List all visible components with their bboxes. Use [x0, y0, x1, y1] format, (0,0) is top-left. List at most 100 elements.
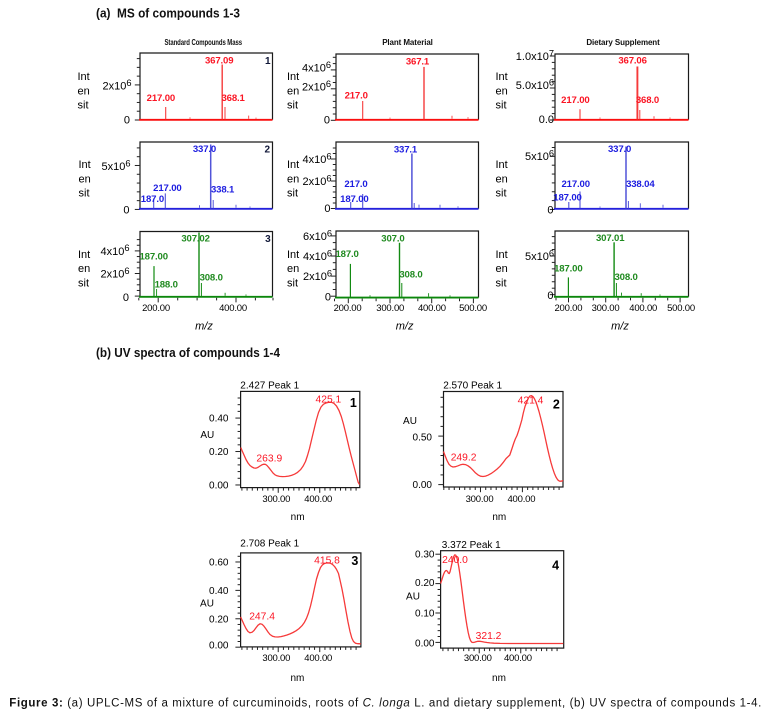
svg-text:240.0: 240.0 [442, 555, 468, 566]
svg-text:Figure 3: (a) UPLC-MS of a mix: Figure 3: (a) UPLC-MS of a mixture of cu… [9, 698, 761, 710]
svg-text:AU: AU [406, 592, 420, 603]
svg-text:(b) UV spectra of compounds 1-: (b) UV spectra of compounds 1-4 [96, 346, 280, 360]
svg-text:321.2: 321.2 [476, 631, 502, 642]
svg-text:2x106: 2x106 [302, 173, 331, 188]
svg-text:nm: nm [492, 512, 506, 523]
svg-text:217.0: 217.0 [344, 179, 367, 190]
svg-text:0.10: 0.10 [415, 608, 435, 619]
svg-text:Plant Material: Plant Material [382, 38, 433, 47]
svg-text:2x106: 2x106 [303, 269, 332, 284]
svg-text:5x106: 5x106 [525, 149, 554, 164]
svg-text:4x106: 4x106 [302, 60, 331, 75]
svg-text:400.00: 400.00 [304, 494, 332, 505]
svg-text:AU: AU [403, 416, 417, 427]
svg-text:0.40: 0.40 [209, 413, 229, 424]
svg-text:(a) MS of compounds 1-3: (a) MS of compounds 1-3 [96, 6, 240, 20]
svg-text:5.0x106: 5.0x106 [516, 77, 554, 92]
svg-text:0: 0 [324, 115, 330, 127]
svg-text:200.00: 200.00 [334, 303, 362, 314]
svg-text:187.00: 187.00 [340, 194, 368, 205]
svg-text:0.60: 0.60 [209, 558, 229, 569]
svg-text:0.40: 0.40 [209, 586, 229, 597]
svg-text:1.0x107: 1.0x107 [516, 48, 554, 63]
svg-text:2: 2 [265, 145, 271, 156]
svg-text:2.570 Peak 1: 2.570 Peak 1 [443, 381, 502, 392]
svg-text:nm: nm [290, 673, 304, 684]
svg-text:217.00: 217.00 [561, 179, 589, 190]
svg-text:0.0: 0.0 [539, 114, 554, 126]
svg-text:1: 1 [350, 396, 357, 410]
svg-text:337.0: 337.0 [608, 144, 631, 155]
svg-text:0.00: 0.00 [413, 480, 433, 491]
svg-text:0.00: 0.00 [209, 641, 229, 652]
svg-text:4x106: 4x106 [100, 243, 129, 258]
svg-text:0: 0 [547, 205, 553, 217]
svg-text:187.00: 187.00 [139, 252, 167, 263]
svg-text:0.30: 0.30 [415, 550, 435, 561]
svg-text:3.372 Peak 1: 3.372 Peak 1 [442, 540, 501, 551]
svg-text:400.00: 400.00 [219, 303, 247, 314]
svg-text:0: 0 [123, 292, 129, 304]
svg-text:m/z: m/z [195, 320, 213, 332]
svg-text:217.00: 217.00 [147, 93, 175, 104]
svg-text:0: 0 [324, 203, 330, 215]
svg-text:200.00: 200.00 [554, 303, 582, 314]
svg-text:1: 1 [265, 56, 271, 67]
svg-text:307.01: 307.01 [596, 233, 625, 244]
svg-text:AU: AU [200, 598, 214, 609]
svg-text:187.00: 187.00 [553, 193, 581, 204]
svg-text:0: 0 [547, 290, 553, 302]
svg-text:0.50: 0.50 [413, 432, 433, 443]
svg-text:307.02: 307.02 [181, 234, 209, 245]
svg-text:367.09: 367.09 [205, 56, 233, 67]
svg-text:300.00: 300.00 [592, 303, 620, 314]
svg-text:308.0: 308.0 [200, 273, 223, 284]
svg-text:368.1: 368.1 [221, 93, 245, 104]
svg-text:187.0: 187.0 [141, 194, 164, 205]
svg-text:3: 3 [265, 234, 271, 245]
svg-text:0.00: 0.00 [209, 481, 229, 492]
svg-text:308.0: 308.0 [614, 272, 637, 283]
svg-text:AU: AU [200, 430, 214, 441]
svg-text:2.708 Peak 1: 2.708 Peak 1 [240, 539, 299, 550]
svg-text:0.20: 0.20 [415, 578, 435, 589]
svg-text:500.00: 500.00 [459, 303, 487, 314]
svg-text:4: 4 [552, 559, 559, 573]
svg-text:2: 2 [553, 398, 560, 412]
svg-text:337.0: 337.0 [193, 144, 216, 155]
svg-text:247.4: 247.4 [249, 611, 275, 622]
svg-text:367.06: 367.06 [618, 56, 646, 67]
svg-text:2x106: 2x106 [100, 266, 129, 281]
svg-text:0: 0 [123, 204, 129, 216]
svg-text:300.00: 300.00 [466, 494, 494, 505]
svg-text:187.0: 187.0 [335, 249, 358, 260]
svg-text:Standard Compounds Mass: Standard Compounds Mass [165, 38, 243, 47]
svg-text:5x106: 5x106 [101, 158, 130, 173]
svg-text:249.2: 249.2 [451, 453, 477, 464]
svg-text:217.00: 217.00 [561, 95, 589, 106]
svg-text:0: 0 [325, 292, 331, 304]
svg-text:500.00: 500.00 [667, 303, 695, 314]
svg-text:415.8: 415.8 [314, 555, 340, 566]
svg-text:308.0: 308.0 [399, 270, 422, 281]
svg-text:421.4: 421.4 [518, 396, 544, 407]
svg-text:300.00: 300.00 [376, 303, 404, 314]
svg-text:338.04: 338.04 [626, 179, 655, 190]
svg-text:368.0: 368.0 [636, 95, 659, 106]
svg-text:0.00: 0.00 [415, 639, 435, 650]
svg-text:300.00: 300.00 [262, 494, 290, 505]
svg-text:425.1: 425.1 [316, 395, 342, 406]
svg-text:338.1: 338.1 [211, 185, 235, 196]
svg-text:0: 0 [124, 115, 130, 127]
svg-text:4x106: 4x106 [303, 248, 332, 263]
svg-text:263.9: 263.9 [256, 454, 282, 465]
svg-text:307.0: 307.0 [381, 234, 404, 245]
